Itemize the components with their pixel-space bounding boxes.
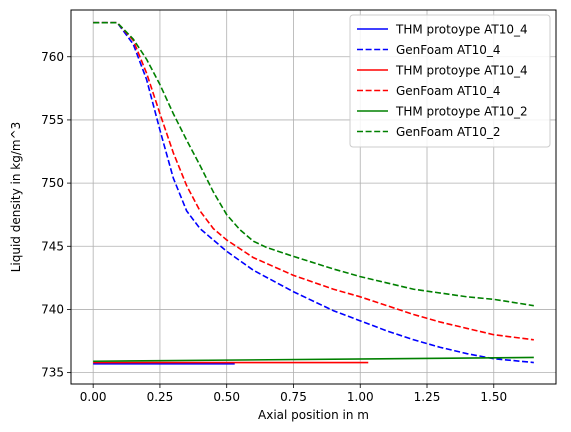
y-tick-label: 735 (41, 366, 64, 380)
legend-label: THM protoype AT10_4 (395, 64, 528, 78)
x-tick-label: 0.50 (213, 390, 240, 404)
legend-label: THM protoype AT10_4 (395, 23, 528, 37)
x-tick-label: 0.75 (280, 390, 307, 404)
x-tick-label: 1.50 (480, 390, 507, 404)
x-tick-label: 0.00 (80, 390, 107, 404)
y-tick-label: 740 (41, 302, 64, 316)
x-tick-label: 1.25 (414, 390, 441, 404)
series-line-2 (93, 21, 534, 364)
y-tick-label: 760 (41, 50, 64, 64)
legend-label: THM protoype AT10_2 (395, 105, 528, 119)
x-tick-label: 1.00 (347, 390, 374, 404)
plot-lines (93, 21, 534, 365)
y-axis-label: Liquid density in kg/m^3 (9, 122, 23, 273)
axis-ticks: 0.00 0.25 0.50 0.75 1.00 1.25 1.50 735 740 745 750… (41, 50, 507, 404)
series-line-4 (93, 21, 534, 341)
x-axis-label: Axial position in m (258, 408, 369, 422)
legend-label: GenFoam AT10_2 (396, 125, 500, 139)
series-line-5 (93, 356, 534, 363)
y-tick-label: 750 (41, 176, 64, 190)
legend-box (349, 14, 551, 148)
y-tick-label: 745 (41, 239, 64, 253)
y-tick-label: 755 (41, 113, 64, 127)
x-tick-label: 0.25 (147, 390, 174, 404)
legend: THM protoype AT10_4 GenFoam AT10_4 THM pro… (349, 14, 551, 148)
legend-label: GenFoam AT10_4 (396, 84, 500, 98)
plot-frame (70, 9, 557, 385)
legend-label: GenFoam AT10_4 (396, 43, 500, 57)
series-line-6 (93, 21, 534, 307)
